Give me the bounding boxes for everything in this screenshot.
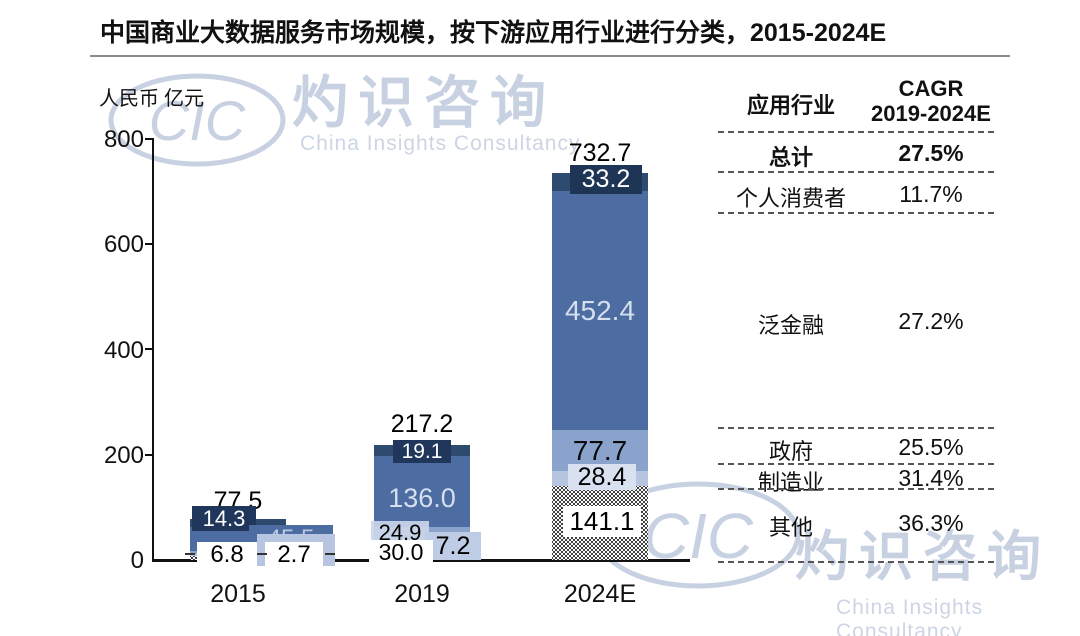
row-value: 27.5% bbox=[898, 140, 964, 166]
segment-label-chip: 2.7 bbox=[265, 541, 323, 568]
bar-segment bbox=[374, 455, 470, 528]
table-divider bbox=[718, 427, 998, 429]
table-header-industry: 应用行业 bbox=[746, 93, 835, 118]
table-header-cagr-line2: 2019-2024E bbox=[871, 101, 991, 126]
cagr-table-header: 应用行业 CAGR 2019-2024E bbox=[718, 76, 998, 126]
table-row-finance: 泛金融 27.2% bbox=[718, 308, 998, 340]
segment-label-chip: 7.2 bbox=[425, 532, 481, 560]
segment-label-chip: 28.4 bbox=[568, 463, 636, 491]
y-tick-mark bbox=[145, 138, 153, 140]
row-label: 总计 bbox=[768, 145, 813, 170]
y-axis-line bbox=[152, 138, 154, 561]
bar-total-label: 217.2 bbox=[390, 410, 454, 438]
row-value: 31.4% bbox=[898, 465, 964, 491]
table-header-cagr-line1: CAGR bbox=[898, 76, 964, 101]
y-tick-label: 800 bbox=[103, 126, 144, 153]
leader-dash bbox=[325, 553, 335, 555]
segment-label-chip: 33.2 bbox=[570, 165, 642, 194]
y-tick-mark bbox=[145, 243, 153, 245]
chart-title: 中国商业大数据服务市场规模，按下游应用行业进行分类，2015-2024E bbox=[100, 19, 887, 47]
segment-label-chip: 19.1 bbox=[393, 440, 451, 463]
table-header-cagr: CAGR 2019-2024E bbox=[864, 76, 998, 126]
leader-dash bbox=[185, 553, 195, 555]
row-label: 其他 bbox=[768, 515, 813, 540]
segment-label: 136.0 bbox=[388, 483, 456, 513]
segment-label: 77.7 bbox=[572, 435, 628, 466]
leader-dash bbox=[257, 553, 267, 555]
row-label: 制造业 bbox=[757, 470, 824, 495]
table-divider bbox=[718, 488, 998, 490]
cic-oval-icon: CIC bbox=[108, 73, 286, 167]
watermark-name-en: China Insights Consultancy bbox=[836, 596, 984, 636]
cic-logo-text: CIC bbox=[149, 89, 246, 152]
y-tick-mark bbox=[145, 454, 153, 456]
watermark-name-zh: 灼识咨询 bbox=[292, 71, 556, 134]
y-tick-mark bbox=[145, 348, 153, 350]
bar-segment bbox=[552, 190, 648, 430]
watermark-name-zh: 灼识咨询 bbox=[795, 527, 1051, 587]
table-divider bbox=[718, 212, 998, 214]
row-label: 个人消费者 bbox=[735, 186, 846, 211]
bar-segment bbox=[552, 429, 648, 471]
segment-label-chip: 30.0 bbox=[369, 539, 433, 565]
watermark-name-en: China Insights Consultancy bbox=[300, 132, 581, 155]
row-value: 36.3% bbox=[898, 510, 964, 536]
table-divider bbox=[718, 463, 998, 465]
y-tick-label: 200 bbox=[103, 442, 144, 469]
y-axis-unit-label: 人民币 亿元 bbox=[99, 88, 204, 110]
y-tick-label: 400 bbox=[103, 337, 144, 364]
table-divider bbox=[718, 131, 998, 133]
title-divider bbox=[90, 55, 1010, 57]
table-row-government: 政府 25.5% bbox=[718, 434, 998, 466]
table-row-total: 总计 27.5% bbox=[718, 140, 998, 172]
y-tick-label: 0 bbox=[130, 547, 144, 574]
table-divider bbox=[718, 171, 998, 173]
bar-total-label: 732.7 bbox=[568, 139, 632, 167]
table-divider bbox=[718, 561, 998, 563]
segment-label-chip: 6.8 bbox=[197, 541, 257, 568]
row-value: 11.7% bbox=[899, 181, 963, 207]
table-row-consumer: 个人消费者 11.7% bbox=[718, 181, 998, 213]
row-value: 27.2% bbox=[898, 308, 964, 334]
y-tick-label: 600 bbox=[103, 231, 144, 258]
bar-2024e bbox=[552, 173, 648, 560]
row-value: 25.5% bbox=[898, 434, 964, 460]
segment-label: 452.4 bbox=[564, 295, 636, 326]
row-label: 泛金融 bbox=[757, 313, 824, 338]
segment-label-chip: 141.1 bbox=[563, 506, 641, 537]
x-tick-label-2024e: 2024E bbox=[563, 580, 637, 608]
row-label: 政府 bbox=[768, 439, 813, 464]
table-row-other: 其他 36.3% bbox=[718, 510, 998, 542]
x-tick-label-2019: 2019 bbox=[394, 580, 450, 608]
x-tick-label-2015: 2015 bbox=[210, 580, 266, 608]
segment-label-chip: 14.3 bbox=[192, 506, 256, 531]
table-row-manufacturing: 制造业 31.4% bbox=[718, 465, 998, 497]
